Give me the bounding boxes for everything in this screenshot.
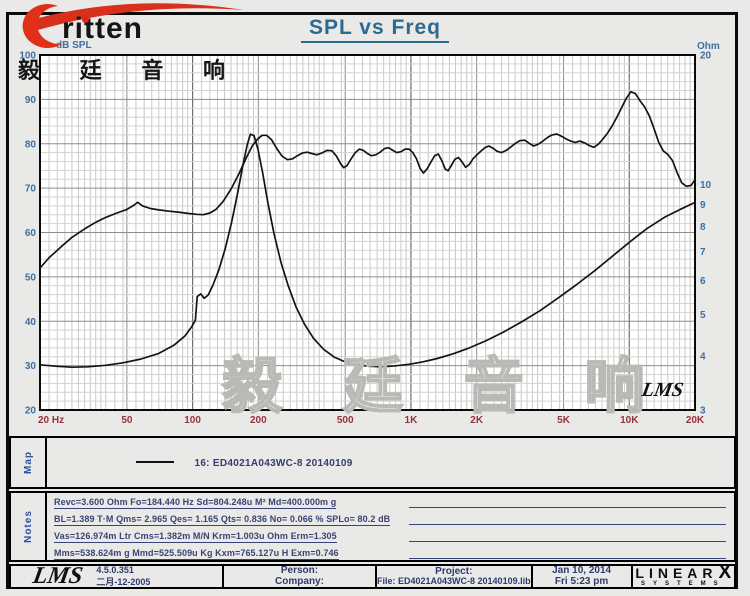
y-left-tick-label: 40 (25, 317, 37, 328)
map-panel: Map 16: ED4021A043WC-8 20140109 (9, 436, 736, 489)
lms-footer-logo: LMS (30, 562, 85, 589)
notes-blank-rule (409, 558, 726, 559)
footer-lms-cell: LMS 4.5.0.351 二月-12-2005 (11, 562, 222, 589)
notes-line-2: BL=1.389 T·M Qms= 2.965 Qes= 1.165 Qts= … (54, 514, 391, 526)
legend-text: 16: ED4021A043WC-8 20140109 (194, 458, 353, 469)
y-left-tick-label: 60 (25, 228, 37, 239)
notes-blank-rule (409, 541, 726, 542)
logo-swoosh-icon (22, 3, 244, 49)
map-panel-label-column: Map (11, 438, 47, 487)
lms-version: 4.5.0.351 (96, 565, 134, 576)
notes-line-1: Revc=3.600 Ohm Fo=184.440 Hz Sd=804.248u… (54, 497, 337, 509)
x-tick-label: 10K (620, 415, 639, 426)
linearx-x: X (718, 562, 732, 584)
lms-corner-logo: LMS (640, 379, 686, 401)
x-tick-label: 200 (250, 415, 267, 426)
footer-person-cell: Person: Company: (222, 565, 375, 587)
footer-project-cell: Project: File: ED4021A043WC-8 20140109.l… (375, 566, 531, 587)
y-right-tick-label: 8 (700, 222, 706, 233)
project-label: Project: (435, 565, 473, 577)
logo-red-dot-icon (82, 16, 89, 23)
company-label: Company: (275, 575, 324, 587)
footer-date: Jan 10, 2014 (552, 565, 612, 576)
linearx-main-text: LINEAR (635, 564, 718, 581)
y-left-tick-label: 90 (25, 95, 37, 106)
brand-logo: ritten (6, 0, 256, 56)
y-right-tick-label: 6 (700, 276, 706, 287)
notes-line-4: Mms=538.624m g Mmd=525.509u Kg Kxm=765.1… (54, 548, 339, 560)
left-axis-unit-label: dB SPL (56, 40, 92, 51)
notes-panel: Notes Revc=3.600 Ohm Fo=184.440 Hz Sd=80… (9, 491, 736, 562)
map-panel-label: Map (22, 451, 34, 474)
x-tick-label: 20 Hz (38, 415, 64, 426)
notes-blank-rule (409, 524, 726, 525)
impedance-curve (39, 133, 696, 369)
x-tick-label: 1K (405, 415, 419, 426)
y-right-tick-label: 7 (700, 247, 706, 258)
x-tick-label: 2K (470, 415, 484, 426)
notes-panel-label-column: Notes (11, 493, 47, 560)
footer-linearx-cell: LINEAR X SYSTEMS (630, 562, 734, 588)
footer-bar: LMS 4.5.0.351 二月-12-2005 Person: Company… (9, 562, 736, 589)
lms-version-block: 4.5.0.351 二月-12-2005 (96, 565, 150, 588)
notes-blank-rule (409, 507, 726, 508)
linearx-systems-text: SYSTEMS (640, 581, 726, 588)
project-file: File: ED4021A043WC-8 20140109.lib (377, 576, 531, 587)
y-left-tick-label: 100 (19, 51, 36, 62)
lms-version-date: 二月-12-2005 (96, 576, 151, 587)
right-axis-unit-label: Ohm (697, 41, 720, 52)
x-tick-label: 5K (557, 415, 571, 426)
footer-time: Fri 5:23 pm (554, 575, 609, 587)
chart-title-bar: SPL vs Freq (0, 16, 750, 43)
curve-legend-row: 16: ED4021A043WC-8 20140109 (136, 453, 353, 471)
person-label: Person: (280, 565, 319, 576)
y-left-tick-label: 20 (25, 406, 37, 417)
brand-name: ritten (62, 12, 143, 45)
y-right-tick-label: 20 (700, 51, 712, 62)
x-tick-label: 50 (121, 415, 133, 426)
spl-curve (39, 90, 696, 269)
linearx-logo: LINEAR X (635, 562, 732, 584)
cjk-watermark: 毅 廷 音 响 (221, 351, 665, 423)
y-right-tick-label: 9 (700, 200, 706, 211)
y-left-tick-label: 70 (25, 184, 37, 195)
brand-cjk-stamp: 毅 廷 音 响 (18, 59, 241, 84)
notes-line-3: Vas=126.974m Ltr Cms=1.382m M/N Krm=1.00… (54, 531, 337, 543)
y-left-tick-label: 50 (25, 272, 37, 283)
x-tick-label: 100 (184, 415, 201, 426)
y-right-tick-label: 5 (700, 310, 706, 321)
notes-panel-label: Notes (22, 510, 34, 543)
spl-vs-freq-chart: 100 90 80 70 60 50 40 30 20 20 10 9 8 7 6 5 4 3 20 Hz 50 100… (19, 51, 712, 427)
x-tick-label: 500 (337, 415, 354, 426)
y-right-tick-label: 4 (700, 352, 706, 363)
x-tick-label: 20K (686, 415, 705, 426)
y-left-tick-label: 30 (25, 361, 37, 372)
y-right-tick-label: 10 (700, 180, 712, 191)
footer-date-cell: Jan 10, 2014 Fri 5:23 pm (530, 565, 631, 587)
legend-line-swatch (136, 460, 174, 463)
plot-border (39, 54, 696, 411)
page-title: SPL vs Freq (301, 16, 449, 43)
y-right-tick-label: 3 (700, 406, 706, 417)
y-left-tick-label: 80 (25, 139, 37, 150)
